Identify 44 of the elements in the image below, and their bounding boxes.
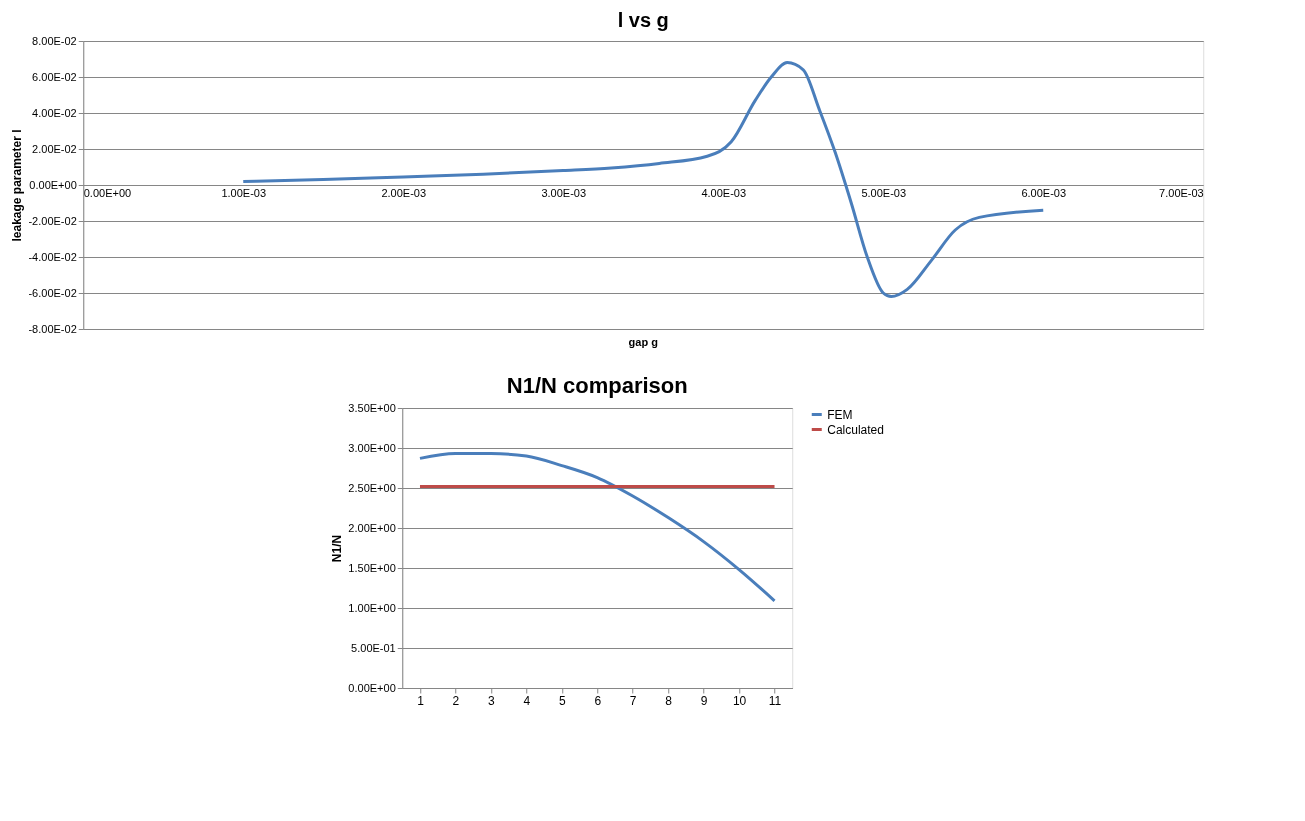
y-tick-label: 2.00E+00 [348,521,396,534]
y-tick-label: 0.00E+00 [29,178,77,191]
y-tick-label: 6.00E-02 [32,70,77,83]
x-tick-label: 4 [523,693,531,708]
y-tick-label: 2.00E-02 [32,142,77,155]
x-tick-label: 1.00E-03 [221,186,267,199]
x-tick-label: 2 [452,693,460,708]
y-tick-label: -6.00E-02 [28,286,77,299]
x-tick-label: 5 [558,693,566,708]
x-tick-label: 3 [488,693,496,708]
x-tick-label: 2.00E-03 [381,186,427,199]
x-tick-label: 4.00E-03 [701,186,747,199]
chart-title: N1/N comparison [506,373,688,398]
x-tick-label: 9 [700,693,708,708]
y-tick-label: 1.50E+00 [348,561,396,574]
y-tick-label: 8.00E-02 [32,34,77,47]
x-tick-label: 6 [594,693,602,708]
y-tick-label: 3.50E+00 [348,401,396,414]
x-tick-label: 7 [629,693,637,708]
y-tick-label: -2.00E-02 [28,214,77,227]
legend-label: FEM [827,407,853,422]
y-tick-label: -8.00E-02 [28,322,77,335]
y-tick-label: 4.00E-02 [32,106,77,119]
line-series [418,452,777,603]
x-tick-label: 0.00E+00 [83,186,132,199]
y-tick-label: 5.00E-01 [351,641,396,654]
y-tick-label: 2.50E+00 [348,481,396,494]
x-axis-title: gap g [628,336,658,348]
y-axis-title: N1/N [330,534,345,563]
y-axis-title: leakage parameter l [10,129,25,242]
x-tick-label: 6.00E-03 [1021,186,1067,199]
y-tick-label: 3.00E+00 [348,441,396,454]
x-tick-label: 1 [417,693,425,708]
y-tick-label: 0.00E+00 [348,681,396,694]
x-tick-label: 11 [768,693,782,708]
chart-title: l vs g [617,9,669,31]
y-tick-label: -4.00E-02 [28,250,77,263]
y-tick-label: 1.00E+00 [348,601,396,614]
x-tick-label: 5.00E-03 [861,186,907,199]
legend-label: Calculated [827,422,884,437]
x-tick-label: 8 [665,693,673,708]
x-tick-label: 10 [732,693,747,708]
x-tick-label: 3.00E-03 [541,186,587,199]
x-tick-label: 7.00E-03 [1159,186,1204,199]
